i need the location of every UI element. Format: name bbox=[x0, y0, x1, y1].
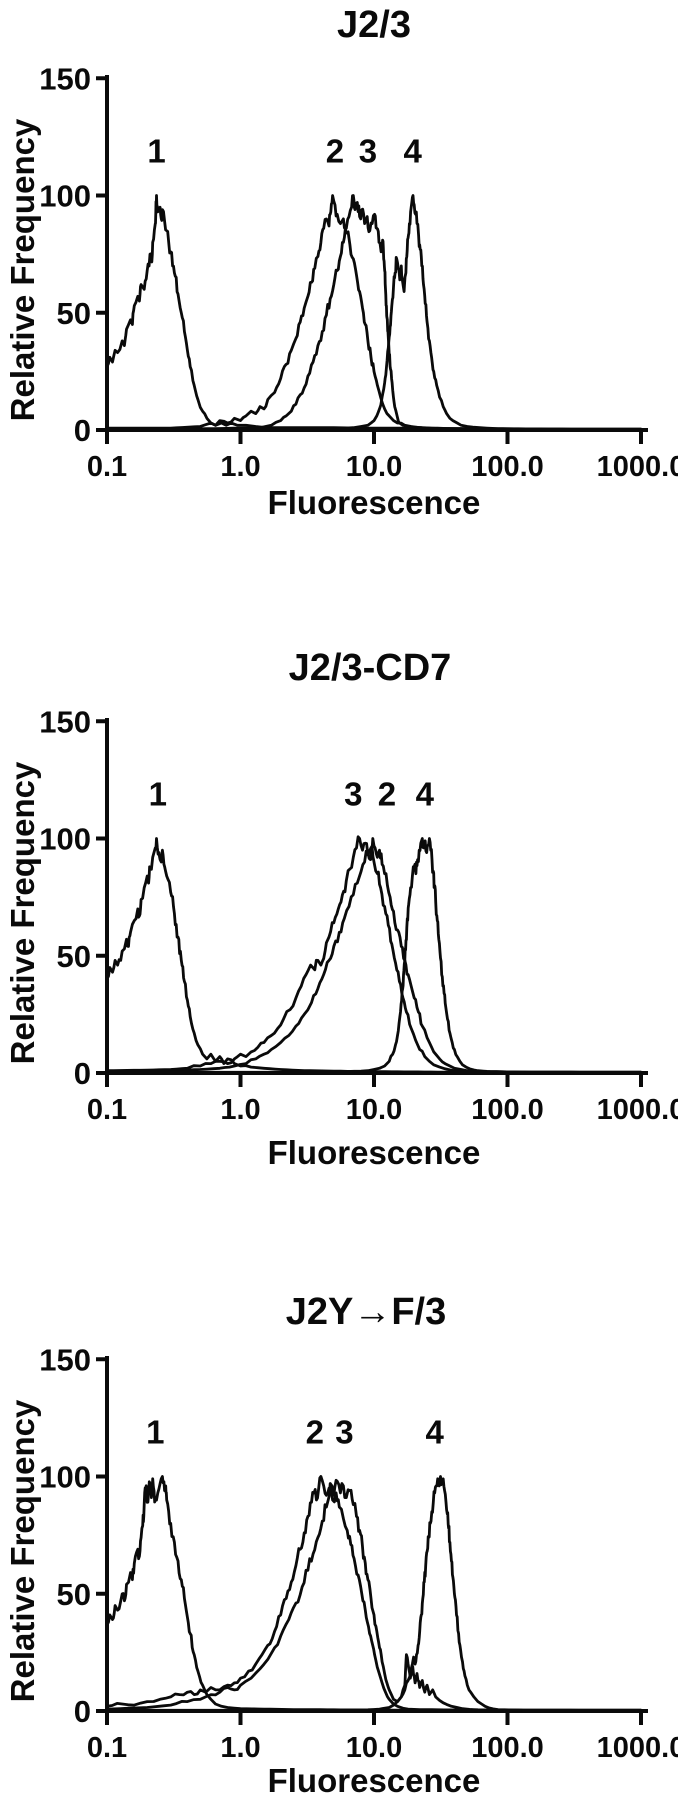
histogram-curve-1 bbox=[105, 194, 643, 431]
y-tick-label: 0 bbox=[74, 1694, 91, 1729]
panel-2-curves bbox=[105, 1475, 643, 1712]
x-tick-label: 100.0 bbox=[471, 1094, 544, 1126]
panel-0-y-axis-label: Relative Frequency bbox=[4, 118, 41, 421]
curve-label-4: 4 bbox=[404, 133, 423, 170]
panel-0-title: J2/3 bbox=[337, 4, 411, 46]
curve-label-1: 1 bbox=[149, 776, 167, 813]
y-tick-label: 0 bbox=[74, 413, 91, 448]
curve-label-2: 2 bbox=[306, 1414, 324, 1451]
panel-1-x-axis-label: Fluorescence bbox=[268, 1134, 481, 1171]
histogram-curve-3 bbox=[105, 194, 643, 431]
x-tick-label: 1000.0 bbox=[597, 1732, 678, 1764]
y-tick-label: 0 bbox=[74, 1056, 91, 1091]
panel-1-y-axis-label: Relative Frequency bbox=[4, 761, 41, 1064]
histogram-curve-4 bbox=[105, 194, 643, 431]
panel-j23-cd7: J2/3-CD7 Relative Frequency Fluorescence… bbox=[4, 647, 678, 1171]
panel-2-axes: 0 50 100 150 0.1 1.0 10.0 100.0 1000.0 bbox=[39, 1342, 678, 1764]
y-tick-label: 150 bbox=[39, 1342, 91, 1377]
y-tick-label: 150 bbox=[39, 61, 91, 96]
panel-1-title: J2/3-CD7 bbox=[289, 647, 452, 689]
panel-0-curves bbox=[105, 194, 643, 431]
x-tick-label: 1.0 bbox=[220, 1732, 260, 1764]
histogram-curve-2 bbox=[105, 1475, 643, 1712]
curve-label-4: 4 bbox=[426, 1414, 445, 1451]
panel-0-axes: 0 50 100 150 0.1 1.0 10.0 100.0 1000.0 bbox=[39, 61, 678, 483]
axis-frame bbox=[105, 718, 648, 1075]
x-tick-label: 1000.0 bbox=[597, 451, 678, 483]
histogram-curve-2 bbox=[105, 837, 643, 1074]
x-tick-label: 1.0 bbox=[220, 1094, 260, 1126]
x-tick-label: 1000.0 bbox=[597, 1094, 678, 1126]
y-tick-label: 50 bbox=[57, 1577, 91, 1612]
histogram-curve-1 bbox=[105, 1475, 643, 1712]
x-tick-label: 0.1 bbox=[87, 1094, 127, 1126]
histogram-curve-4 bbox=[105, 837, 643, 1074]
y-tick-label: 50 bbox=[57, 296, 91, 331]
y-tick-label: 50 bbox=[57, 939, 91, 974]
curve-label-3: 3 bbox=[359, 133, 377, 170]
panel-1-axes: 0 50 100 150 0.1 1.0 10.0 100.0 1000.0 bbox=[39, 704, 678, 1126]
histogram-curve-2 bbox=[105, 194, 643, 431]
y-tick-label: 100 bbox=[39, 1460, 91, 1495]
x-tick-label: 10.0 bbox=[346, 451, 402, 483]
histogram-curve-4 bbox=[105, 1475, 643, 1712]
x-tick-label: 1.0 bbox=[220, 451, 260, 483]
y-tick-label: 100 bbox=[39, 822, 91, 857]
y-tick-label: 100 bbox=[39, 179, 91, 214]
y-tick-label: 150 bbox=[39, 704, 91, 739]
x-tick-label: 0.1 bbox=[87, 1732, 127, 1764]
x-tick-label: 100.0 bbox=[471, 1732, 544, 1764]
x-tick-label: 10.0 bbox=[346, 1732, 402, 1764]
panel-j23: J2/3 Relative Frequency Fluorescence 0 50… bbox=[4, 4, 678, 521]
curve-label-2: 2 bbox=[326, 133, 344, 170]
panel-0-x-axis-label: Fluorescence bbox=[268, 484, 481, 521]
panel-1-curves bbox=[105, 835, 643, 1074]
x-tick-label: 100.0 bbox=[471, 451, 544, 483]
curve-label-1: 1 bbox=[147, 133, 165, 170]
histogram-curve-3 bbox=[105, 1478, 643, 1712]
curve-label-3: 3 bbox=[344, 776, 362, 813]
curve-label-3: 3 bbox=[335, 1414, 353, 1451]
histogram-curve-1 bbox=[105, 837, 643, 1074]
histogram-curve-3 bbox=[105, 835, 643, 1074]
curve-label-4: 4 bbox=[416, 776, 435, 813]
panel-2-title: J2Y→F/3 bbox=[286, 1291, 447, 1333]
curve-label-2: 2 bbox=[378, 776, 396, 813]
panel-2-x-axis-label: Fluorescence bbox=[268, 1762, 481, 1799]
x-tick-label: 10.0 bbox=[346, 1094, 402, 1126]
panel-2-y-axis-label: Relative Frequency bbox=[4, 1399, 41, 1702]
panel-j2y-f3: J2Y→F/3 Relative Frequency Fluorescence … bbox=[4, 1291, 678, 1799]
x-tick-label: 0.1 bbox=[87, 451, 127, 483]
curve-label-1: 1 bbox=[146, 1414, 164, 1451]
